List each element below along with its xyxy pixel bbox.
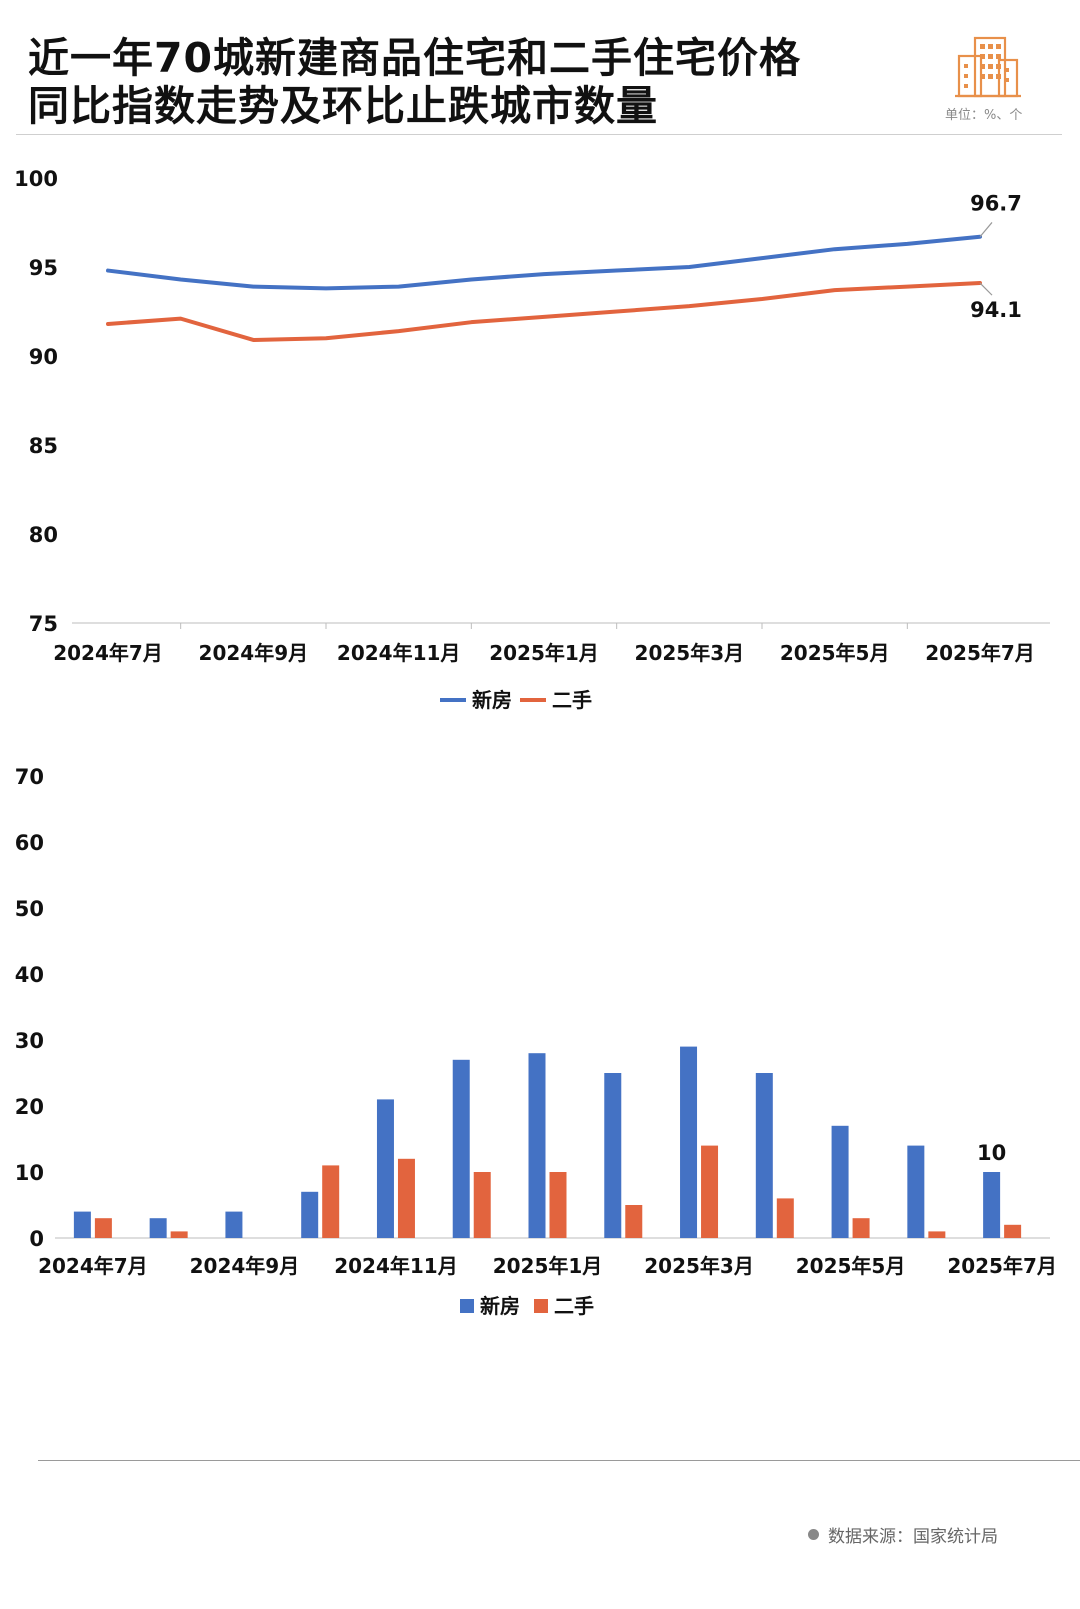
bar xyxy=(170,1231,188,1238)
bar xyxy=(928,1231,946,1238)
bar xyxy=(322,1165,340,1238)
series-line xyxy=(106,281,982,342)
legend-swatch xyxy=(534,1299,548,1313)
x-tick-label: 2025年5月 xyxy=(796,1254,906,1278)
y-tick-label: 75 xyxy=(29,612,58,636)
x-tick-label: 2024年9月 xyxy=(199,641,309,665)
legend-label: 新房 xyxy=(472,688,512,712)
y-tick-label: 20 xyxy=(15,1095,44,1119)
x-tick-label: 2024年9月 xyxy=(190,1254,300,1278)
legend-label: 新房 xyxy=(480,1294,520,1318)
bar xyxy=(755,1073,773,1238)
data-label: 94.1 xyxy=(970,298,1022,322)
bar xyxy=(701,1145,719,1238)
x-tick-label: 2025年7月 xyxy=(925,641,1035,665)
bar xyxy=(549,1172,567,1238)
y-tick-label: 30 xyxy=(15,1029,44,1053)
bar xyxy=(907,1145,925,1238)
series-line xyxy=(106,234,982,291)
bar xyxy=(452,1059,470,1238)
bar xyxy=(376,1099,394,1238)
bullet-icon xyxy=(808,1529,819,1540)
x-tick-label: 2025年1月 xyxy=(493,1254,603,1278)
data-source: 数据来源：国家统计局 xyxy=(808,1522,998,1547)
legend-label: 二手 xyxy=(552,688,592,712)
header: 近一年70城新建商品住宅和二手住宅价格 同比指数走势及环比止跌城市数量 单位：%… xyxy=(0,0,1080,140)
bar xyxy=(680,1046,698,1238)
data-label: 96.7 xyxy=(970,192,1022,216)
page-title: 近一年70城新建商品住宅和二手住宅价格 同比指数走势及环比止跌城市数量 xyxy=(28,34,908,130)
x-tick-label: 2025年3月 xyxy=(644,1254,754,1278)
data-label-leader xyxy=(979,222,993,238)
bar xyxy=(852,1218,870,1238)
bar xyxy=(149,1218,167,1238)
y-tick-label: 90 xyxy=(29,345,58,369)
x-tick-label: 2024年11月 xyxy=(337,641,461,665)
bar xyxy=(1004,1224,1022,1238)
y-tick-label: 85 xyxy=(29,434,58,458)
bar xyxy=(473,1172,491,1238)
y-tick-label: 60 xyxy=(15,831,44,855)
data-label-leader xyxy=(979,282,993,296)
bar xyxy=(301,1191,319,1238)
y-tick-label: 100 xyxy=(14,167,58,191)
y-tick-label: 95 xyxy=(29,256,58,280)
y-tick-label: 80 xyxy=(29,523,58,547)
y-tick-label: 70 xyxy=(15,765,44,789)
bar xyxy=(397,1158,415,1238)
bar xyxy=(528,1053,546,1238)
footer-divider xyxy=(38,1460,1080,1461)
y-tick-label: 10 xyxy=(15,1161,44,1185)
header-divider xyxy=(16,134,1062,135)
bar xyxy=(625,1205,643,1238)
data-label: 10 xyxy=(977,1141,1006,1165)
y-tick-label: 40 xyxy=(15,963,44,987)
x-tick-label: 2025年3月 xyxy=(635,641,745,665)
x-tick-label: 2024年11月 xyxy=(334,1254,458,1278)
bar xyxy=(604,1073,622,1238)
bar xyxy=(225,1211,243,1238)
legend-label: 二手 xyxy=(554,1294,594,1318)
x-tick-label: 2025年1月 xyxy=(489,641,599,665)
x-tick-label: 2024年7月 xyxy=(53,641,163,665)
legend-swatch xyxy=(460,1299,474,1313)
x-tick-label: 2025年5月 xyxy=(780,641,890,665)
x-tick-label: 2024年7月 xyxy=(38,1254,148,1278)
line-chart: 75 80 85 90 95 100 2024年7月 2024年9月 2024年11月 2025年… xyxy=(14,167,1050,712)
unit-label: 单位：%、个 xyxy=(945,108,1023,123)
bar xyxy=(94,1218,112,1238)
bar-chart: 0 10 20 30 40 50 60 70 2024年7月 2024年9月 2024年11月 202… xyxy=(15,765,1057,1318)
y-tick-label: 50 xyxy=(15,897,44,921)
bar xyxy=(983,1172,1001,1238)
title-line-2: 同比指数走势及环比止跌城市数量 xyxy=(28,82,658,130)
x-tick-label: 2025年7月 xyxy=(947,1254,1057,1278)
title-line-1: 近一年70城新建商品住宅和二手住宅价格 xyxy=(28,34,802,82)
bar xyxy=(831,1125,849,1238)
building-icon xyxy=(955,36,1021,98)
bar xyxy=(776,1198,794,1238)
y-tick-label: 0 xyxy=(29,1227,44,1251)
bar xyxy=(73,1211,91,1238)
source-label: 数据来源：国家统计局 xyxy=(828,1527,998,1547)
